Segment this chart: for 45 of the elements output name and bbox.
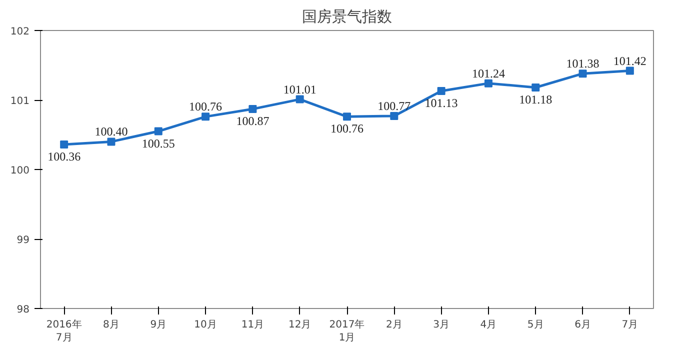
point bbox=[154, 127, 162, 136]
y-tick-label: 101 bbox=[10, 96, 30, 107]
data-label: 100.55 bbox=[142, 136, 175, 150]
point bbox=[343, 112, 351, 121]
point bbox=[107, 138, 116, 146]
point bbox=[390, 112, 398, 120]
x-tick-label: 2月 bbox=[386, 320, 402, 330]
x-tick-label: 3月 bbox=[433, 320, 450, 330]
point bbox=[578, 70, 587, 78]
x-tick-label: 6月 bbox=[574, 320, 591, 330]
data-label: 101.18 bbox=[519, 92, 552, 106]
data-label: 100.76 bbox=[330, 122, 364, 136]
chart-title: 国房景气指数 bbox=[302, 8, 392, 26]
data-label: 100.76 bbox=[189, 100, 222, 114]
point bbox=[248, 105, 257, 114]
point bbox=[60, 140, 68, 148]
point bbox=[296, 95, 304, 104]
point bbox=[202, 112, 210, 121]
point bbox=[532, 83, 540, 92]
data-label: 100.77 bbox=[378, 98, 411, 113]
y-tick-label: 100 bbox=[10, 166, 30, 176]
x-tick-label: 12月 bbox=[288, 320, 312, 330]
x-tick-label: 10月 bbox=[194, 320, 217, 330]
data-label: 101.01 bbox=[283, 82, 316, 96]
x-tick-label: 9月 bbox=[150, 320, 167, 330]
data-label: 101.24 bbox=[472, 66, 505, 80]
x-tick-label: 5月 bbox=[527, 320, 544, 330]
point bbox=[626, 66, 634, 75]
x-tick-label: 7月 bbox=[622, 320, 638, 330]
point bbox=[484, 79, 492, 88]
data-label: 100.40 bbox=[94, 124, 128, 139]
data-label: 100.87 bbox=[236, 114, 270, 128]
x-tick-label: 2016年 7月 bbox=[46, 318, 82, 344]
x-tick-label: 2017年 1月 bbox=[329, 318, 365, 344]
y-tick-label: 102 bbox=[10, 26, 30, 38]
data-label: 101.13 bbox=[424, 96, 458, 110]
y-tick-label: 99 bbox=[16, 235, 30, 246]
data-label: 101.42 bbox=[613, 54, 646, 68]
data-label: 100.36 bbox=[48, 149, 81, 164]
x-tick-label: 11月 bbox=[241, 320, 264, 330]
point bbox=[437, 86, 446, 95]
data-label: 101.38 bbox=[566, 56, 600, 71]
x-tick-label: 8月 bbox=[103, 320, 120, 330]
x-tick-label: 4月 bbox=[480, 320, 497, 330]
y-tick-label: 98 bbox=[16, 304, 30, 316]
